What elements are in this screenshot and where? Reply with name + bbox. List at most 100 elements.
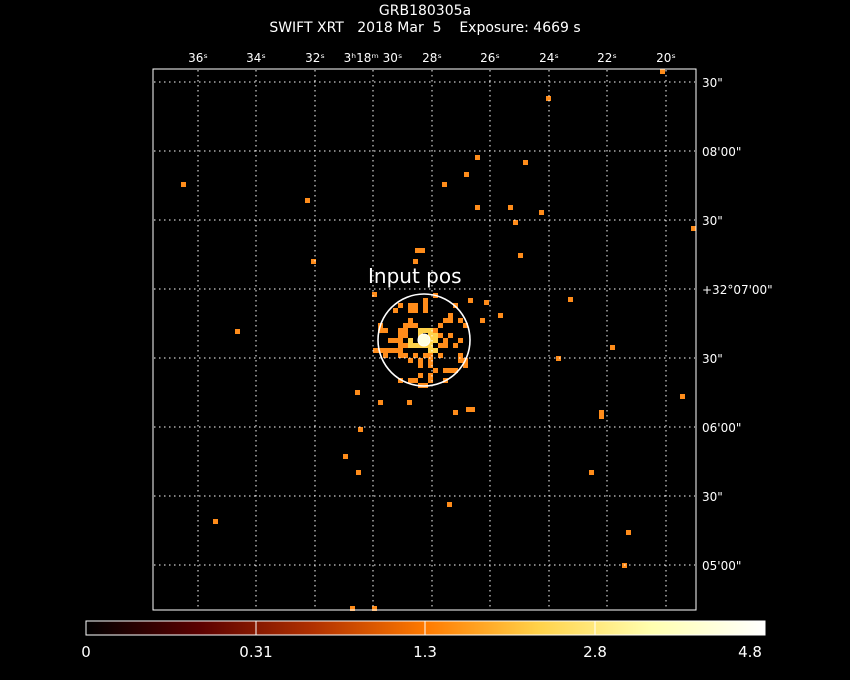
photon-pixel xyxy=(415,248,420,253)
dec-tick-label: 30" xyxy=(702,214,723,228)
photon-pixel xyxy=(568,297,573,302)
photon-pixel xyxy=(438,323,443,328)
photon-pixel xyxy=(181,182,186,187)
photon-pixel xyxy=(470,407,475,412)
photon-pixel xyxy=(443,343,448,348)
photon-pixel xyxy=(423,298,428,303)
ra-tick-label: 22ˢ xyxy=(597,51,617,65)
photon-pixel xyxy=(458,353,463,358)
photon-pixel xyxy=(413,353,418,358)
photon-pixel xyxy=(438,343,443,348)
photon-pixel xyxy=(428,358,433,363)
ra-tick-label: 28ˢ xyxy=(422,51,442,65)
dec-tick-labels: 30" 08'00" 30" +32°07'00" 30" 06'00" 30"… xyxy=(702,76,773,573)
photon-pixel xyxy=(546,96,551,101)
photon-pixel xyxy=(428,378,433,383)
photon-pixel xyxy=(398,343,403,348)
photon-pixel xyxy=(388,338,393,343)
dec-tick-label: 05'00" xyxy=(702,559,741,573)
ra-tick-label: 36ˢ xyxy=(188,51,208,65)
photon-pixel xyxy=(428,373,433,378)
photon-pixel xyxy=(438,353,443,358)
photon-pixel xyxy=(518,253,523,258)
photon-pixel xyxy=(413,303,418,308)
photon-pixel xyxy=(393,348,398,353)
photon-pixel xyxy=(448,333,453,338)
photon-pixel xyxy=(408,318,413,323)
photon-pixel xyxy=(428,328,433,333)
image-title: GRB180305a xyxy=(378,3,472,19)
photon-pixel xyxy=(523,160,528,165)
dec-tick-label: 06'00" xyxy=(702,421,741,435)
photon-pixel xyxy=(393,338,398,343)
photon-pixel xyxy=(443,338,448,343)
photon-pixel xyxy=(408,303,413,308)
photon-pixel xyxy=(428,333,433,338)
photon-pixel xyxy=(408,323,413,328)
photon-events xyxy=(181,69,696,611)
photon-pixel xyxy=(626,530,631,535)
photon-pixel xyxy=(372,606,377,611)
dec-tick-label: 08'00" xyxy=(702,145,741,159)
photon-pixel xyxy=(433,368,438,373)
image-frame xyxy=(152,68,697,611)
photon-pixel xyxy=(433,333,438,338)
photon-pixel xyxy=(420,248,425,253)
photon-pixel xyxy=(403,353,408,358)
ra-tick-label: 34ˢ xyxy=(246,51,266,65)
colorbar-label: 4.8 xyxy=(738,643,762,661)
photon-pixel xyxy=(407,400,412,405)
photon-pixel xyxy=(453,343,458,348)
photon-pixel xyxy=(343,454,348,459)
ra-tick-label: 24ˢ xyxy=(539,51,559,65)
photon-pixel xyxy=(408,358,413,363)
photon-pixel xyxy=(443,368,448,373)
photon-pixel xyxy=(423,303,428,308)
photon-pixel xyxy=(378,348,383,353)
photon-pixel xyxy=(458,358,463,363)
photon-pixel xyxy=(463,363,468,368)
photon-pixel xyxy=(403,333,408,338)
photon-pixel xyxy=(442,182,447,187)
photon-pixel xyxy=(356,470,361,475)
photon-pixel xyxy=(408,338,413,343)
ra-tick-label: 26ˢ xyxy=(480,51,500,65)
photon-pixel xyxy=(418,343,423,348)
photon-pixel xyxy=(463,323,468,328)
input-pos-label: Input pos xyxy=(368,264,462,288)
observation-info: SWIFT XRT 2018 Mar 5 Exposure: 4669 s xyxy=(0,20,850,36)
photon-pixel xyxy=(373,348,378,353)
photon-pixel xyxy=(475,155,480,160)
ra-tick-label: 20ˢ xyxy=(656,51,676,65)
photon-pixel xyxy=(423,328,428,333)
photon-pixel xyxy=(428,353,433,358)
photon-pixel xyxy=(453,410,458,415)
photon-pixel xyxy=(408,308,413,313)
photon-pixel xyxy=(428,338,433,343)
photon-pixel xyxy=(448,313,453,318)
colorbar-label: 2.8 xyxy=(583,643,607,661)
photon-pixel xyxy=(423,308,428,313)
photon-pixel xyxy=(398,338,403,343)
photon-pixel xyxy=(398,378,403,383)
photon-pixel xyxy=(458,338,463,343)
ra-tick-label: 3ʰ18ᵐ 30ˢ xyxy=(344,51,403,65)
photon-pixel xyxy=(398,303,403,308)
photon-pixel xyxy=(378,328,383,333)
photon-pixel xyxy=(458,318,463,323)
photon-pixel xyxy=(398,328,403,333)
photon-pixel xyxy=(383,328,388,333)
photon-pixel xyxy=(393,308,398,313)
source-peak xyxy=(417,333,431,347)
photon-pixel xyxy=(413,343,418,348)
photon-pixel xyxy=(383,348,388,353)
photon-pixel xyxy=(464,172,469,177)
photon-pixel xyxy=(433,338,438,343)
photon-pixel xyxy=(475,205,480,210)
photon-pixel xyxy=(448,318,453,323)
photon-pixel xyxy=(403,328,408,333)
photon-pixel xyxy=(498,313,503,318)
photon-pixel xyxy=(428,363,433,368)
photon-pixel xyxy=(413,378,418,383)
